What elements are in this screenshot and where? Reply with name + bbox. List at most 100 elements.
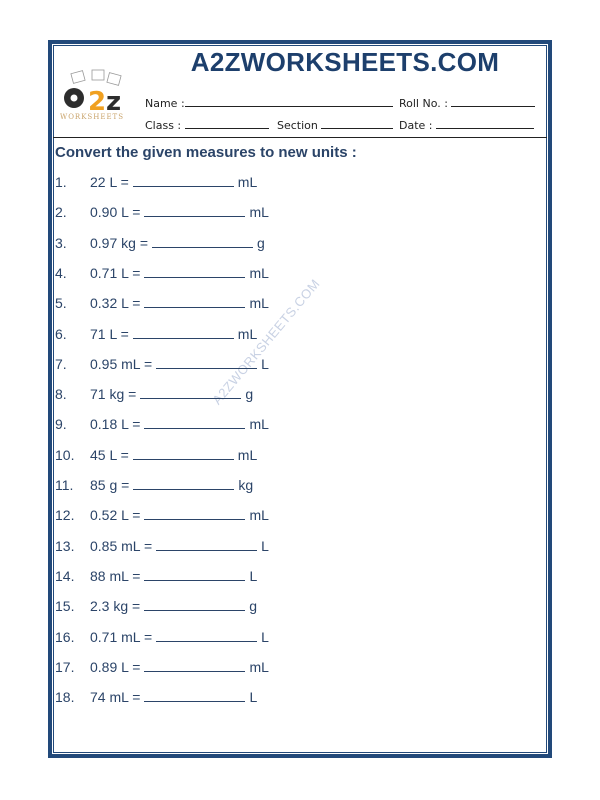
- date-field[interactable]: Date :: [399, 117, 534, 132]
- answer-blank[interactable]: [144, 295, 246, 309]
- class-field[interactable]: Class :: [145, 117, 269, 132]
- question-unit: mL: [237, 174, 258, 190]
- svg-text:2: 2: [88, 87, 106, 117]
- question-unit: mL: [249, 204, 269, 221]
- question-expression: 0.52 L = mL: [90, 507, 269, 523]
- answer-blank[interactable]: [132, 174, 234, 187]
- question-unit: mL: [237, 325, 258, 342]
- question-unit: g: [249, 598, 257, 615]
- question-expression: 22 L = mL: [90, 174, 257, 190]
- question-number: 5.: [55, 295, 67, 312]
- question-lhs: 0.97 kg =: [90, 234, 148, 251]
- question-unit: mL: [249, 264, 269, 281]
- question-lhs: 0.90 L =: [90, 204, 141, 221]
- question-lhs: 0.89 L =: [90, 658, 141, 675]
- question-unit: mL: [249, 295, 269, 312]
- question-expression: 45 L = mL: [90, 447, 257, 463]
- question-number: 8.: [55, 386, 67, 403]
- question-unit: g: [245, 386, 254, 403]
- question-expression: 0.18 L = mL: [90, 416, 269, 432]
- question-lhs: 0.71 mL =: [90, 628, 153, 645]
- question-lhs: 71 L =: [90, 325, 129, 342]
- question-expression: 71 L = mL: [90, 326, 257, 342]
- question-unit: L: [249, 689, 258, 706]
- question-unit: mL: [249, 658, 269, 675]
- question-lhs: 0.85 mL =: [90, 537, 153, 554]
- header-divider: [53, 137, 547, 138]
- question-number: 2.: [55, 204, 67, 221]
- worksheet-inner-border: [53, 45, 547, 753]
- question-unit: L: [261, 537, 269, 554]
- question-expression: 0.71 mL = L: [90, 629, 269, 645]
- question-unit: mL: [249, 507, 269, 524]
- question-number: 9.: [55, 416, 67, 433]
- question-unit: mL: [237, 446, 258, 463]
- question-number: 17.: [55, 658, 75, 675]
- question-lhs: 71 kg =: [90, 386, 137, 403]
- answer-blank[interactable]: [144, 689, 246, 703]
- question-expression: 71 kg = g: [90, 386, 253, 402]
- section-label: Section: [277, 119, 318, 132]
- question-expression: 74 mL = L: [90, 689, 257, 705]
- answer-blank[interactable]: [152, 235, 253, 248]
- answer-blank[interactable]: [156, 629, 258, 642]
- answer-blank[interactable]: [144, 416, 246, 430]
- question-expression: 0.32 L = mL: [90, 295, 269, 311]
- question-lhs: 74 mL =: [90, 689, 141, 706]
- class-label: Class :: [145, 119, 182, 132]
- question-number: 12.: [55, 507, 75, 524]
- worksheet-border: [48, 40, 552, 758]
- instruction: Convert the given measures to new units …: [55, 144, 357, 161]
- question-number: 10.: [55, 446, 75, 463]
- question-lhs: 88 mL =: [90, 567, 141, 584]
- question-expression: 2.3 kg = g: [90, 598, 257, 614]
- answer-blank[interactable]: [132, 326, 234, 339]
- answer-blank[interactable]: [144, 659, 246, 672]
- question-number: 7.: [55, 355, 67, 372]
- question-lhs: 0.71 L =: [90, 264, 141, 281]
- question-expression: 0.90 L = mL: [90, 204, 269, 220]
- svg-text:WORKSHEETS: WORKSHEETS: [60, 113, 124, 120]
- question-lhs: 2.3 kg =: [90, 598, 141, 615]
- question-number: 18.: [55, 689, 75, 706]
- question-expression: 0.95 mL = L: [90, 356, 269, 372]
- answer-blank[interactable]: [156, 538, 258, 551]
- question-unit: L: [249, 567, 258, 584]
- answer-blank[interactable]: [133, 477, 235, 490]
- answer-blank[interactable]: [144, 568, 246, 581]
- question-lhs: 0.95 mL =: [90, 355, 153, 372]
- date-label: Date :: [399, 119, 433, 132]
- a2z-logo-icon: 2 z WORKSHEETS: [60, 69, 124, 120]
- question-number: 14.: [55, 567, 75, 584]
- question-number: 15.: [55, 598, 75, 615]
- question-lhs: 0.18 L =: [90, 416, 141, 433]
- question-number: 11.: [55, 477, 74, 493]
- question-number: 1.: [55, 174, 67, 190]
- question-expression: 0.97 kg = g: [90, 235, 265, 251]
- section-field[interactable]: Section: [277, 117, 394, 132]
- question-expression: 0.71 L = mL: [90, 265, 269, 281]
- question-number: 6.: [55, 325, 67, 342]
- answer-blank[interactable]: [132, 447, 234, 460]
- name-label: Name :: [145, 97, 185, 110]
- answer-blank[interactable]: [144, 204, 246, 218]
- answer-blank[interactable]: [156, 356, 258, 369]
- question-number: 16.: [55, 628, 75, 645]
- question-lhs: 22 L =: [90, 174, 129, 190]
- question-lhs: 45 L =: [90, 446, 129, 463]
- question-unit: g: [257, 234, 265, 251]
- question-number: 3.: [55, 234, 67, 251]
- question-lhs: 85 g =: [90, 477, 130, 493]
- question-expression: 85 g = kg: [90, 477, 253, 493]
- answer-blank[interactable]: [144, 507, 246, 521]
- name-field[interactable]: Name :: [145, 95, 393, 110]
- answer-blank[interactable]: [140, 386, 242, 400]
- question-lhs: 0.52 L =: [90, 507, 141, 524]
- roll-field[interactable]: Roll No. :: [399, 95, 536, 110]
- question-unit: kg: [238, 477, 254, 493]
- answer-blank[interactable]: [144, 265, 246, 278]
- question-number: 13.: [55, 537, 75, 554]
- answer-blank[interactable]: [144, 598, 246, 612]
- svg-text:z: z: [106, 87, 121, 117]
- question-unit: mL: [249, 416, 269, 433]
